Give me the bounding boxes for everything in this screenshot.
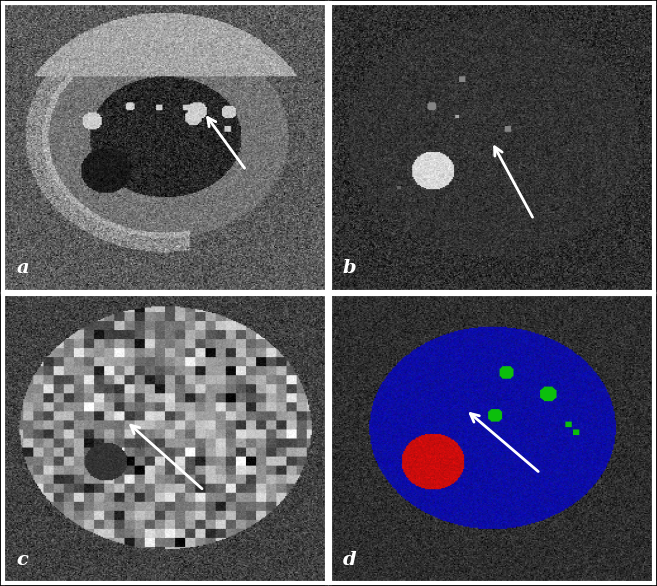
- Text: b: b: [343, 260, 356, 277]
- Text: c: c: [16, 551, 28, 568]
- Text: a: a: [16, 260, 29, 277]
- Text: d: d: [343, 551, 356, 568]
